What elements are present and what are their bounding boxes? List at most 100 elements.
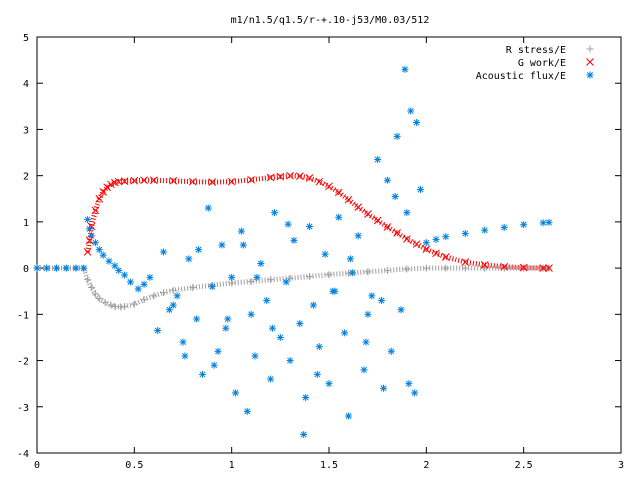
data-point (368, 292, 376, 300)
data-point (111, 302, 119, 310)
data-point (243, 407, 251, 415)
data-point (165, 306, 173, 314)
data-point (134, 285, 142, 293)
data-point (95, 246, 103, 254)
y-tick-label: 5 (23, 33, 29, 44)
data-point (335, 213, 343, 221)
y-tick-label: -4 (17, 449, 29, 460)
data-point (224, 315, 232, 323)
data-point (545, 218, 553, 226)
data-point (33, 264, 41, 272)
data-point (149, 176, 158, 185)
data-point (383, 176, 391, 184)
data-point (91, 239, 99, 247)
data-point (99, 251, 107, 259)
data-point (539, 219, 547, 227)
data-point (306, 223, 314, 231)
data-point (344, 195, 353, 204)
data-point (83, 248, 92, 256)
data-point (276, 333, 284, 341)
data-point (305, 174, 314, 182)
data-point (411, 389, 419, 397)
data-point (247, 175, 255, 184)
data-point (263, 296, 271, 304)
data-point (247, 278, 255, 286)
data-point (309, 301, 317, 309)
data-point (150, 292, 158, 300)
series-trace (37, 265, 549, 310)
data-point (204, 204, 212, 212)
data-point (210, 361, 218, 369)
series-1 (83, 171, 553, 272)
x-tick-label: 3 (618, 460, 624, 471)
data-point (393, 229, 401, 237)
data-point (101, 298, 109, 306)
data-point (169, 286, 177, 294)
data-point (227, 177, 236, 186)
y-tick-label: -1 (17, 310, 29, 321)
data-point (72, 264, 80, 272)
data-point (432, 249, 440, 258)
x-tick-label: 2.5 (515, 460, 533, 471)
data-point (422, 264, 430, 272)
data-point (228, 273, 236, 281)
data-point (373, 216, 382, 225)
x-tick-label: 0 (34, 460, 40, 471)
data-point (52, 264, 60, 272)
legend-marker (586, 71, 594, 79)
data-point (397, 306, 405, 314)
data-point (393, 132, 401, 140)
data-point (296, 320, 304, 328)
data-point (374, 155, 382, 163)
series-0 (33, 264, 553, 311)
data-point (383, 266, 391, 274)
data-point (43, 264, 51, 272)
data-point (173, 292, 181, 300)
data-point (302, 394, 310, 402)
data-point (520, 221, 528, 229)
y-tick-label: -3 (17, 403, 29, 414)
data-point (160, 248, 168, 256)
data-point (222, 324, 230, 332)
data-layer (33, 65, 553, 439)
data-point (253, 273, 261, 281)
data-point (208, 178, 217, 186)
data-point (169, 176, 178, 185)
data-point (111, 262, 119, 270)
y-tick-label: 3 (23, 125, 29, 136)
data-point (218, 241, 226, 249)
data-point (295, 172, 304, 180)
data-point (313, 370, 321, 378)
x-tick-label: 1.5 (320, 460, 338, 471)
data-point (290, 236, 298, 244)
data-point (188, 177, 197, 186)
data-point (391, 192, 399, 200)
data-point (403, 235, 411, 243)
x-tick-label: 1 (229, 460, 235, 471)
data-point (237, 227, 245, 235)
data-point (121, 302, 129, 310)
data-point (300, 431, 308, 439)
data-point (140, 176, 148, 185)
data-point (360, 366, 368, 374)
data-point (282, 278, 290, 286)
data-point (140, 296, 148, 304)
data-point (407, 107, 415, 115)
data-point (334, 188, 343, 197)
data-point (208, 283, 216, 291)
data-point (266, 173, 275, 182)
data-point (179, 338, 187, 346)
x-tick-label: 0.5 (125, 460, 143, 471)
data-point (95, 194, 104, 203)
data-point (88, 232, 96, 240)
data-point (405, 380, 413, 388)
data-point (461, 229, 469, 237)
legend-label: Acoustic flux/E (476, 71, 566, 82)
data-point (214, 347, 222, 355)
data-point (107, 180, 115, 189)
data-point (146, 273, 154, 281)
data-point (442, 233, 450, 241)
x-tick-label: 2 (423, 460, 429, 471)
plot-frame (36, 36, 622, 454)
data-point (198, 370, 206, 378)
